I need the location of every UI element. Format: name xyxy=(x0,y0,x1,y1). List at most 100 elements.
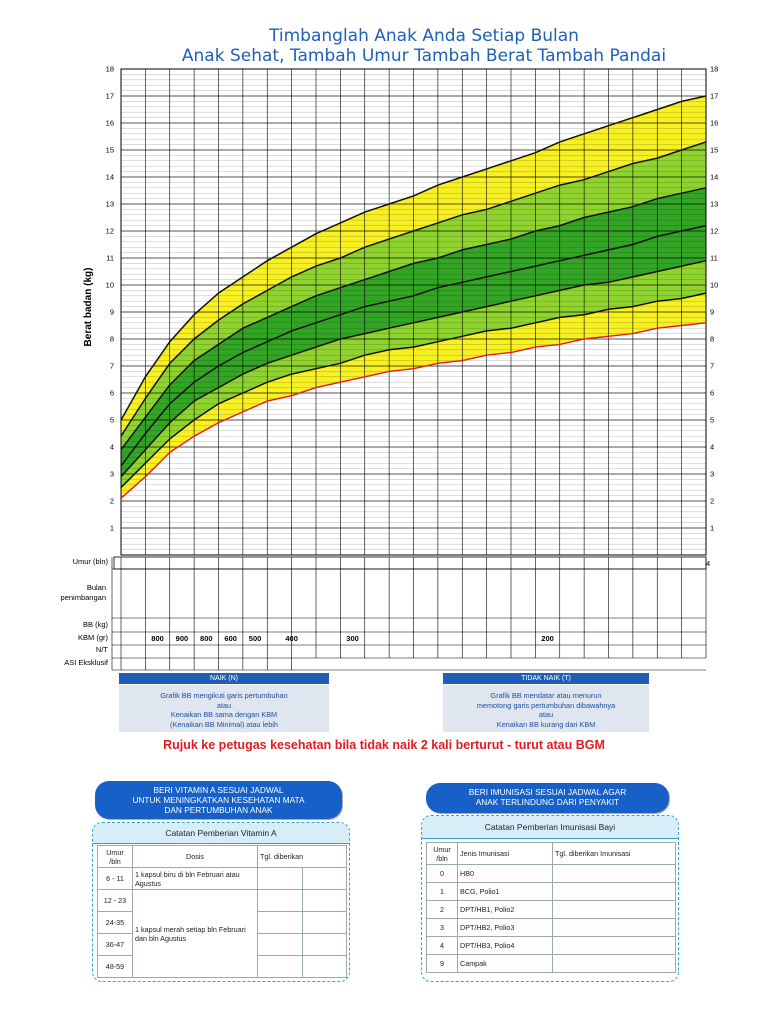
tidak-naik-description: Grafik BB mendatar atau menurun memotong… xyxy=(443,685,649,732)
vitamin-a-panel-title: Catatan Pemberian Vitamin A xyxy=(93,823,349,844)
imm-row: 4 DPT/HB3, Polio4 xyxy=(426,936,676,955)
y-tick-label-left: 1 xyxy=(110,524,114,533)
imm-row-umur: 0 xyxy=(426,864,458,883)
vit-date-cell[interactable] xyxy=(257,933,303,956)
y-tick-label-right: 9 xyxy=(710,308,714,317)
imunisasi-table: Umur /bln Jenis Imunisasi Tgl. diberikan… xyxy=(426,842,676,973)
imm-col-jenis: Jenis Imunisasi xyxy=(457,842,553,865)
vit-date-cell[interactable] xyxy=(257,889,303,912)
imunisasi-banner: BERI IMUNISASI SESUAI JADWAL AGAR ANAK T… xyxy=(426,783,669,813)
y-tick-label-left: 13 xyxy=(106,200,114,209)
imm-col-umur: Umur /bln xyxy=(426,842,458,865)
y-tick-label-right: 5 xyxy=(710,416,714,425)
y-tick-label-left: 4 xyxy=(110,443,114,452)
imunisasi-banner-line2: ANAK TERLINDUNG DARI PENYAKIT xyxy=(475,797,620,807)
vit-date-cell[interactable] xyxy=(301,933,347,956)
imm-row-umur: 4 xyxy=(426,936,458,955)
imm-date-cell[interactable] xyxy=(552,864,676,883)
tidak-naik-line4: Kenaikan BB kurang dari KBM xyxy=(496,719,596,729)
vit-date-cell[interactable] xyxy=(301,889,347,912)
y-tick-label-left: 2 xyxy=(110,497,114,506)
y-tick-label-right: 18 xyxy=(710,65,718,74)
table-label-kbm: KBM (gr) xyxy=(78,633,109,642)
naik-line4: (Kenaikan BB Minimal) atau lebih xyxy=(170,719,278,729)
table-label-asi: ASI Eksklusif xyxy=(64,658,109,667)
table-label-bulan: Bulan penimbangan xyxy=(61,583,106,602)
growth-curve xyxy=(120,259,707,478)
tidak-naik-line1: Grafik BB mendatar atau menurun xyxy=(490,691,602,700)
imunisasi-banner-line1: BERI IMUNISASI SESUAI JADWAL AGAR xyxy=(468,787,627,797)
vitamin-banner-line3: DAN PERTUMBUHAN ANAK xyxy=(164,805,273,815)
kbm-value: 500 xyxy=(249,634,262,643)
y-tick-label-right: 8 xyxy=(710,335,714,344)
tidak-naik-line3: atau xyxy=(538,710,554,719)
imm-col-tgl: Tgl. diberikan Imunisasi xyxy=(552,842,676,865)
growth-curve xyxy=(120,141,707,437)
vit-dose-blue: 1 kapsul biru di bln Februari atau Agust… xyxy=(132,867,258,890)
imm-date-cell[interactable] xyxy=(552,954,676,973)
vit-date-cell[interactable] xyxy=(301,911,347,934)
naik-line3: Kenaikan BB sama dengan KBM xyxy=(170,710,278,719)
vit-date-cell[interactable] xyxy=(257,955,303,978)
monitoring-table-grid xyxy=(111,556,707,671)
imm-date-cell[interactable] xyxy=(552,900,676,919)
y-tick-label-right: 16 xyxy=(710,119,718,128)
y-tick-label-left: 16 xyxy=(106,119,114,128)
tidak-naik-line2: memotong garis pertumbuhan dibawahnya xyxy=(476,700,616,710)
vitamin-banner-line1: BERI VITAMIN A SESUAI JADWAL xyxy=(153,785,284,795)
growth-curve xyxy=(120,224,707,467)
vit-row-umur: 24-35 xyxy=(97,911,133,934)
imunisasi-panel: Catatan Pemberian Imunisasi Bayi Umur /b… xyxy=(421,815,679,982)
chart-title-line2: Anak Sehat, Tambah Umur Tambah Berat Tam… xyxy=(181,46,667,66)
kbm-value: 900 xyxy=(176,634,189,643)
vit-dose-red: 1 kapsul merah setiap bln Februari dan b… xyxy=(132,889,258,978)
naik-line2: atau xyxy=(216,700,232,710)
table-label-nt: N/T xyxy=(96,645,109,654)
imm-row-jenis: HB0 xyxy=(457,864,553,883)
vit-date-cell[interactable] xyxy=(301,867,347,890)
vit-date-cell[interactable] xyxy=(257,911,303,934)
imm-row: 3 DPT/HB2, Polio3 xyxy=(426,918,676,937)
imm-row: 2 DPT/HB1, Polio2 xyxy=(426,900,676,919)
y-tick-label-left: 10 xyxy=(106,281,114,290)
imm-row-jenis: DPT/HB2, Polio3 xyxy=(457,918,553,937)
kbm-value: 200 xyxy=(541,634,554,643)
y-axis-label: Berat badan (kg) xyxy=(83,268,94,347)
y-tick-label-left: 9 xyxy=(110,308,114,317)
imm-row-umur: 2 xyxy=(426,900,458,919)
kbm-value: 800 xyxy=(200,634,213,643)
vit-date-cell[interactable] xyxy=(301,955,347,978)
y-tick-label-right: 15 xyxy=(710,146,718,155)
growth-curve xyxy=(120,95,707,421)
bgm-line xyxy=(120,322,707,499)
y-tick-label-left: 11 xyxy=(106,254,114,263)
vitamin-a-banner: BERI VITAMIN A SESUAI JADWAL UNTUK MENIN… xyxy=(95,781,342,819)
imm-date-cell[interactable] xyxy=(552,882,676,901)
growth-curve xyxy=(120,292,707,489)
y-tick-label-right: 17 xyxy=(710,92,718,101)
y-tick-label-right: 12 xyxy=(710,227,718,236)
naik-description: Grafik BB mengikuti garis pertumbuhan at… xyxy=(119,685,329,732)
y-tick-label-right: 14 xyxy=(710,173,718,182)
chart-title-line1: Timbanglah Anak Anda Setiap Bulan xyxy=(269,26,579,46)
kbm-value: 300 xyxy=(346,634,359,643)
vit-col-umur: Umur /bln xyxy=(97,845,133,868)
imm-row-jenis: BCG, Polio1 xyxy=(457,882,553,901)
y-tick-label-left: 17 xyxy=(106,92,114,101)
vit-date-cell[interactable] xyxy=(257,867,303,890)
imm-row-jenis: DPT/HB1, Polio2 xyxy=(457,900,553,919)
y-tick-label-right: 6 xyxy=(710,389,714,398)
y-tick-label-left: 15 xyxy=(106,146,114,155)
table-label-umur: Umur (bln) xyxy=(73,557,109,566)
vit-row-umur: 48-59 xyxy=(97,955,133,978)
y-tick-label-left: 12 xyxy=(106,227,114,236)
naik-line1: Grafik BB mengikuti garis pertumbuhan xyxy=(160,691,288,700)
y-tick-label-right: 13 xyxy=(710,200,718,209)
imm-row: 9 Campak xyxy=(426,954,676,973)
imm-date-cell[interactable] xyxy=(552,936,676,955)
y-tick-label-right: 3 xyxy=(710,470,714,479)
imm-date-cell[interactable] xyxy=(552,918,676,937)
imm-row-umur: 3 xyxy=(426,918,458,937)
